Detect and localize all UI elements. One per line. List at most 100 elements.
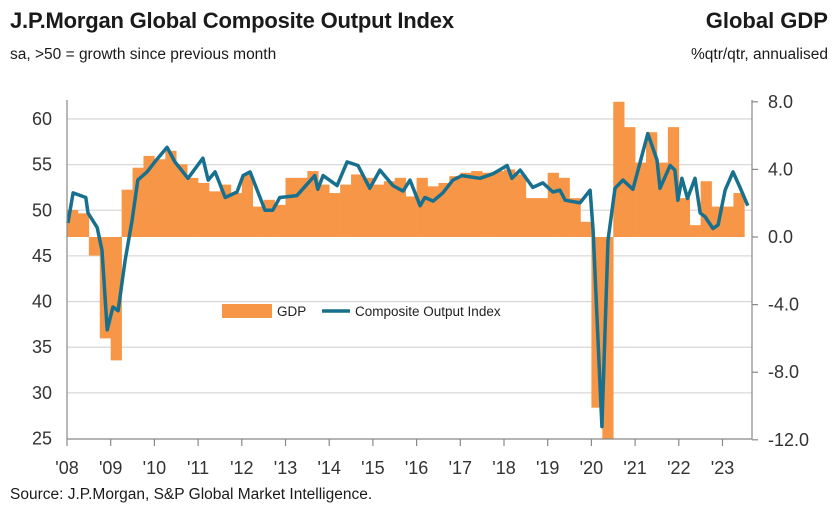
gdp-bar (460, 172, 472, 237)
composite-output-index-line (66, 131, 750, 429)
legend-composite-label: Composite Output Index (355, 304, 501, 319)
gdp-bar (154, 159, 166, 237)
right-axis-tick-label: 8.0 (768, 92, 793, 112)
gdp-bar (198, 182, 210, 237)
x-axis-tick-label: '19 (536, 458, 559, 478)
left-axis-tick-label: 50 (32, 200, 52, 220)
gdp-bar (438, 182, 450, 237)
gdp-bar (569, 198, 581, 237)
gdp-bar (88, 237, 101, 256)
gdp-bar (504, 169, 516, 237)
gdp-bar (372, 184, 385, 237)
gdp-bar (329, 193, 341, 237)
gdp-bar (405, 196, 417, 237)
gdp-bar (67, 209, 79, 237)
gdp-bar (165, 150, 177, 237)
x-axis-tick-label: '15 (361, 458, 384, 478)
gdp-bar (700, 181, 712, 237)
legend: GDP Composite Output Index (222, 304, 501, 319)
gdp-bar (722, 206, 734, 237)
right-axis-tick-label: 0.0 (768, 227, 793, 247)
left-axis-tick-label: 30 (32, 383, 52, 403)
left-axis-tick-label: 35 (32, 337, 52, 357)
gdp-bar (318, 184, 330, 237)
legend-gdp-swatch (222, 304, 272, 318)
x-axis-tick-label: '20 (580, 458, 603, 478)
gdp-bar (132, 167, 144, 237)
x-axis-tick-label: '13 (274, 458, 297, 478)
gdp-bar (296, 177, 308, 237)
gdp-bar (241, 174, 254, 237)
left-axis-tick-label: 55 (32, 155, 52, 175)
left-axis-tick-label: 45 (32, 246, 52, 266)
left-axis-tick-label: 60 (32, 109, 52, 129)
gdp-bar (449, 176, 461, 237)
x-axis-tick-label: '09 (99, 458, 122, 478)
gdp-bar (252, 206, 264, 237)
gdp-bar (613, 101, 625, 237)
right-axis-tick-label: -8.0 (768, 362, 799, 382)
x-axis-tick-label: '11 (187, 458, 209, 478)
gdp-bar (351, 174, 363, 237)
gdp-bar (580, 221, 592, 237)
source-note: Source: J.P.Morgan, S&P Global Market In… (10, 486, 373, 503)
x-axis-tick-label: '23 (711, 458, 734, 478)
x-axis-tick-label: '18 (492, 458, 515, 478)
gdp-bar (482, 172, 494, 237)
gdp-bar (416, 177, 428, 237)
gdp-bar (361, 177, 374, 237)
gdp-bar (602, 237, 614, 439)
x-axis-tick-label: '21 (623, 458, 646, 478)
gdp-bar (307, 171, 319, 237)
gdp-bar (547, 172, 559, 237)
gdp-bar (383, 181, 396, 237)
gdp-bar (624, 127, 636, 237)
gdp-bar (285, 177, 297, 237)
gdp-bar (635, 162, 647, 237)
gdp-bar (263, 199, 275, 237)
gdp-bar (558, 177, 570, 237)
gdp-bar (471, 171, 483, 237)
left-axis-tick-label: 40 (32, 292, 52, 312)
x-axis-tick-label: '08 (55, 458, 78, 478)
gdp-bar (219, 184, 232, 237)
x-axis-tick-label: '14 (317, 458, 340, 478)
gdp-bar (110, 237, 122, 361)
right-axis-subtitle: %qtr/qtr, annualised (690, 46, 828, 63)
x-axis-tick-label: '12 (230, 458, 253, 478)
x-axis-tick-label: '22 (667, 458, 690, 478)
gdp-bar (77, 213, 90, 237)
gdp-bar (394, 177, 406, 237)
gdp-bar (525, 198, 538, 237)
right-axis-tick-label: -12.0 (768, 430, 809, 450)
gdp-bar (121, 189, 133, 237)
gdp-bar (678, 198, 691, 237)
chart-title: J.P.Morgan Global Composite Output Index (10, 8, 454, 33)
gdp-bar (514, 174, 527, 237)
gdp-bar (689, 225, 701, 237)
gdp-bar (274, 204, 286, 237)
right-axis-tick-label: -4.0 (768, 295, 799, 315)
gdp-bar (646, 132, 658, 237)
gdp-bar (187, 177, 199, 237)
gdp-bar (340, 184, 352, 237)
axes: 60 55 50 45 40 35 30 25 8.0 4.0 0.0 -4.0 -8.0 -12.0 '0… (32, 92, 809, 478)
chart-subtitle: sa, >50 = growth since previous month (10, 46, 277, 63)
legend-gdp-label: GDP (277, 304, 306, 319)
gdp-bar (536, 198, 548, 237)
right-axis-tick-label: 4.0 (768, 159, 793, 179)
right-axis-title: Global GDP (705, 8, 828, 33)
x-axis-tick-label: '17 (449, 458, 472, 478)
x-axis-tick-label: '16 (405, 458, 428, 478)
gdp-bar (427, 186, 439, 237)
gdp-bar (176, 164, 188, 237)
left-axis-tick-label: 25 (32, 429, 52, 449)
x-axis-tick-label: '10 (143, 458, 166, 478)
gdp-bar (493, 171, 505, 237)
gdp-bar (656, 162, 669, 237)
gdp-bar (209, 191, 221, 237)
gdp-bar (667, 127, 680, 237)
gdp-bar (143, 155, 155, 237)
gdp-bar (230, 193, 243, 237)
